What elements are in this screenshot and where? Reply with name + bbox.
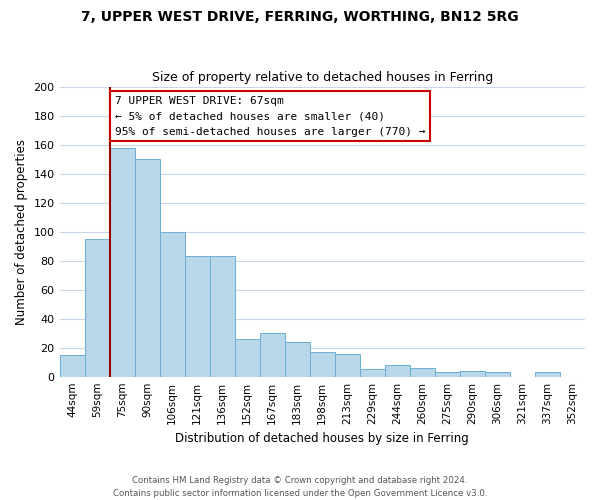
Bar (285, 342, 310, 376)
Bar (460, 371, 485, 376)
Bar (235, 339, 260, 376)
Bar (85, 239, 110, 376)
Bar (185, 256, 209, 376)
Bar (535, 372, 560, 376)
Text: 7, UPPER WEST DRIVE, FERRING, WORTHING, BN12 5RG: 7, UPPER WEST DRIVE, FERRING, WORTHING, … (81, 10, 519, 24)
Bar (435, 372, 460, 376)
Title: Size of property relative to detached houses in Ferring: Size of property relative to detached ho… (152, 72, 493, 85)
Bar (160, 232, 185, 376)
Bar (385, 365, 410, 376)
Bar (360, 370, 385, 376)
Bar (209, 256, 235, 376)
Bar (410, 368, 435, 376)
Bar (59, 355, 85, 376)
Bar (110, 148, 134, 376)
Bar (260, 333, 285, 376)
Bar (485, 372, 510, 376)
Bar (134, 160, 160, 376)
X-axis label: Distribution of detached houses by size in Ferring: Distribution of detached houses by size … (175, 432, 469, 445)
Y-axis label: Number of detached properties: Number of detached properties (15, 139, 28, 325)
Text: 7 UPPER WEST DRIVE: 67sqm
← 5% of detached houses are smaller (40)
95% of semi-d: 7 UPPER WEST DRIVE: 67sqm ← 5% of detach… (115, 96, 425, 137)
Bar (310, 352, 335, 376)
Text: Contains HM Land Registry data © Crown copyright and database right 2024.
Contai: Contains HM Land Registry data © Crown c… (113, 476, 487, 498)
Bar (335, 354, 360, 376)
